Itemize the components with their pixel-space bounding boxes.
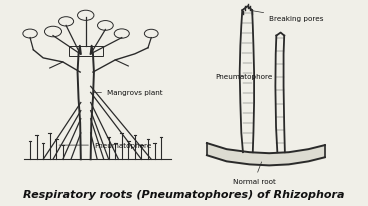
Bar (69, 47, 103, 57)
Text: Respiratory roots (Pneumatophores) of Rhizophora: Respiratory roots (Pneumatophores) of Rh… (23, 189, 345, 199)
Text: Normal root: Normal root (233, 162, 276, 184)
Text: Mangrovs plant: Mangrovs plant (93, 90, 163, 96)
Text: Breaking pores: Breaking pores (252, 12, 324, 22)
Text: Pneumatophore: Pneumatophore (59, 142, 151, 148)
Text: Pneumatophore: Pneumatophore (215, 74, 272, 80)
